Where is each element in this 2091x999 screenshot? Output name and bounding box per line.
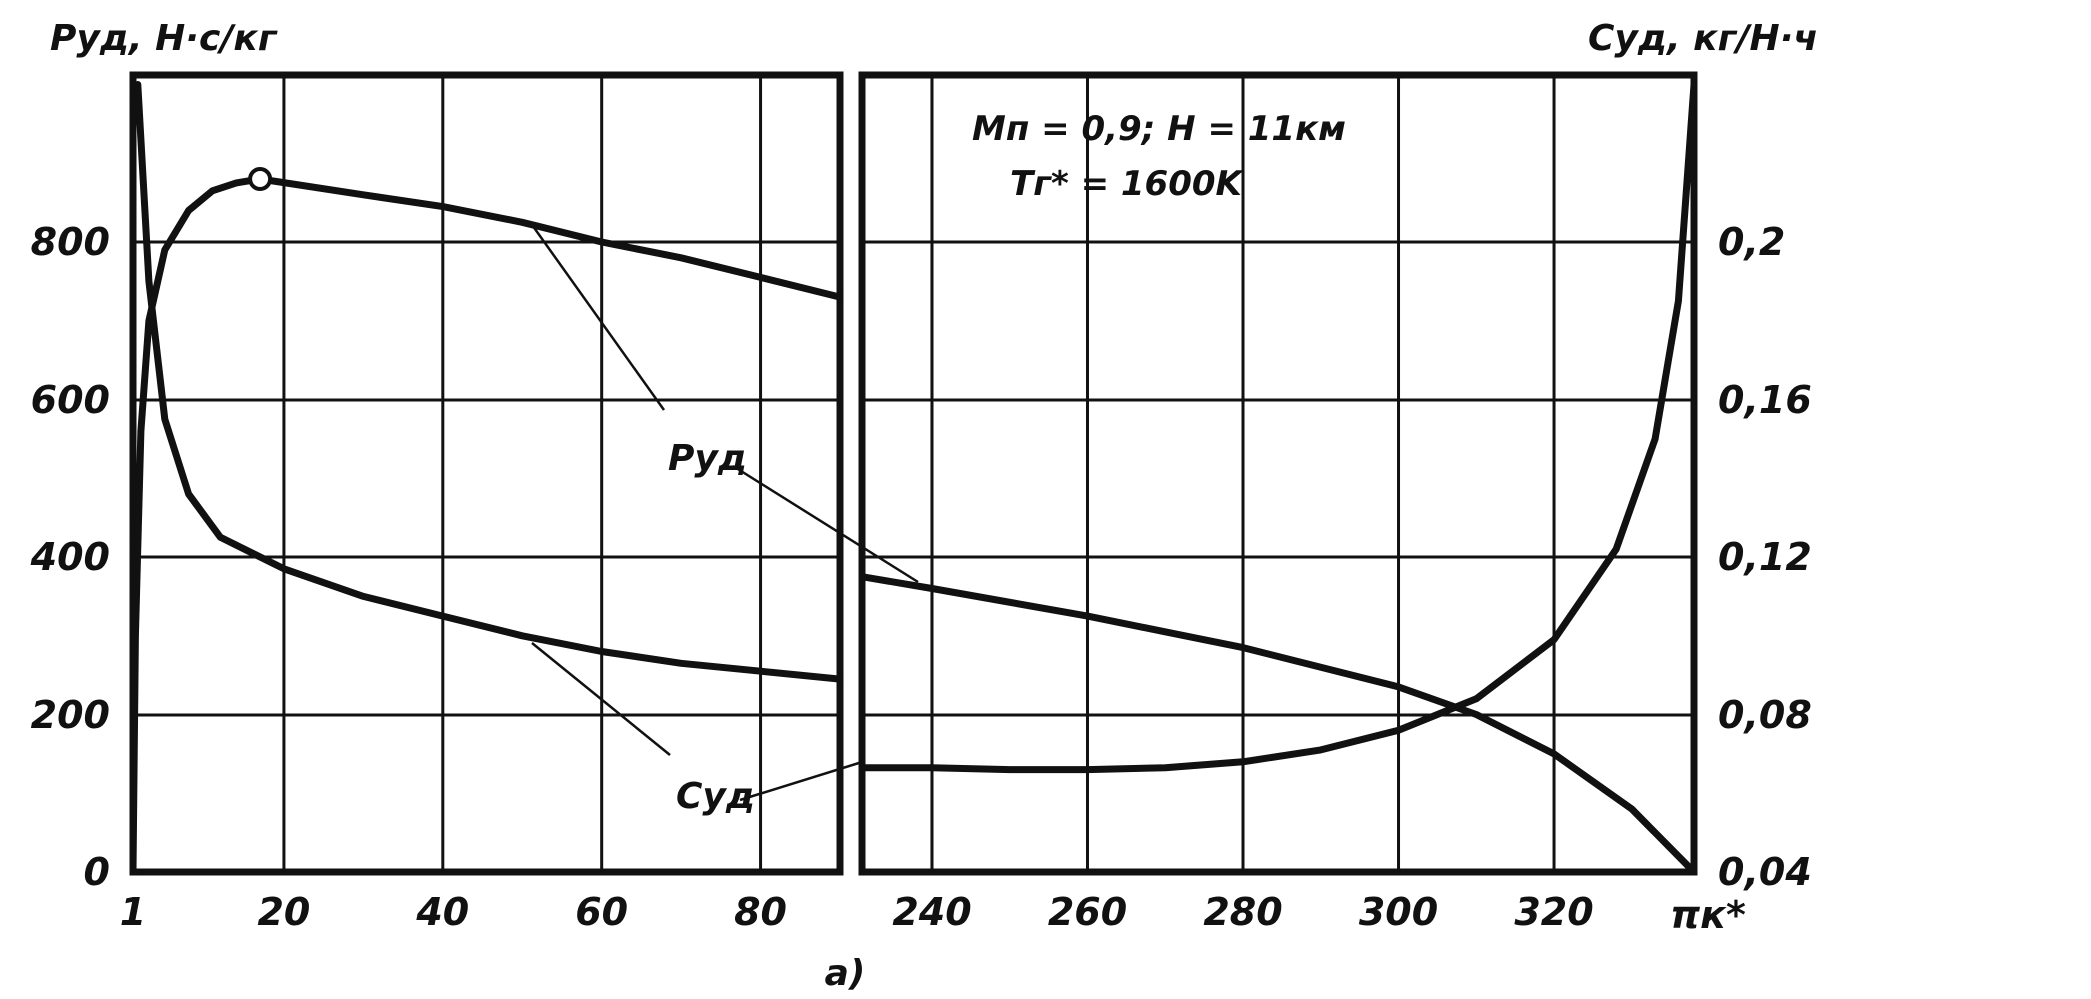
leader-lines — [528, 221, 919, 802]
right-x-tick-label: 260 — [1048, 890, 1127, 934]
right-y-tick-label: 0,08 — [1718, 693, 1812, 737]
left-x-tick-label: 40 — [415, 890, 469, 934]
right-y-tick-label: 0,12 — [1718, 535, 1812, 579]
right-x-tick-label: 320 — [1514, 890, 1593, 934]
right-y-tick-label: 0,2 — [1718, 220, 1785, 264]
left-y-tick-label: 600 — [31, 378, 110, 422]
left-x-tick-label: 80 — [734, 890, 787, 934]
left-y-tick-label: 200 — [31, 693, 110, 737]
series-line-c-right — [858, 81, 1698, 774]
figure-caption: a) — [825, 953, 866, 994]
labels: 0 200 400 600 800 0,04 0,08 0,12 0,16 0,2 1 20 40 60 8… — [30, 18, 1818, 994]
left-y-tick-label: 400 — [30, 535, 110, 579]
leader-p-left — [528, 221, 666, 411]
leader-c-left — [531, 642, 671, 756]
leader-p-right — [732, 464, 919, 584]
series-label-p: Pуд — [668, 438, 747, 479]
series-line-p-left — [129, 175, 844, 876]
left-panel-frame — [129, 71, 844, 876]
right-x-tick-label: 280 — [1203, 890, 1282, 934]
condition-annotation: Mп = 0,9; H = 11км — [972, 109, 1346, 149]
left-x-tick-label: 20 — [257, 890, 310, 934]
right-axis-label: Cуд, кг/H·ч — [1588, 18, 1818, 59]
series-line-p-right — [858, 573, 1698, 876]
x-axis-label: πк* — [1670, 893, 1746, 937]
left-panel-grid — [129, 71, 844, 876]
right-panel-grid — [858, 71, 1698, 876]
left-y-tick-label: 800 — [31, 220, 110, 264]
left-axis-label: Pуд, H·c/кг — [50, 18, 278, 59]
right-y-tick-label: 0,16 — [1718, 378, 1812, 422]
right-x-tick-label: 300 — [1359, 890, 1438, 934]
right-x-tick-label: 240 — [892, 890, 971, 934]
series-line-c-left — [134, 81, 844, 683]
temperature-annotation: Tг* = 1600K — [1010, 164, 1245, 204]
right-y-tick-label: 0,04 — [1718, 850, 1812, 894]
left-x-tick-label: 1 — [120, 890, 146, 934]
series-label-c: Cуд — [676, 776, 755, 817]
left-y-tick-label: 0 — [84, 850, 110, 894]
right-panel-frame — [858, 71, 1698, 876]
leader-c-right — [739, 760, 863, 802]
left-x-tick-label: 60 — [575, 890, 628, 934]
optimum-point-marker — [248, 167, 273, 191]
curves — [129, 81, 1698, 876]
